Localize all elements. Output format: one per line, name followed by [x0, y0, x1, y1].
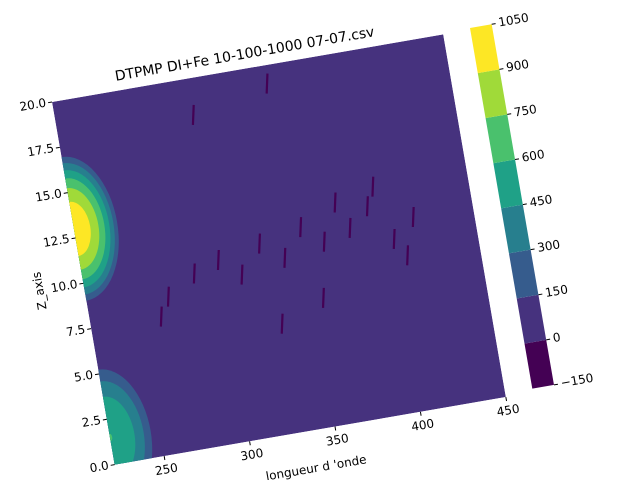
- colorbar-band: [501, 204, 531, 254]
- x-tick-label: 400: [410, 416, 435, 434]
- y-tick: [87, 328, 92, 330]
- y-tick: [102, 418, 107, 421]
- low-streak: [348, 217, 352, 238]
- colorbar-tick-label: 1050: [497, 10, 529, 29]
- x-tick-label: 250: [154, 461, 179, 479]
- colorbar-band: [524, 339, 554, 389]
- low-streak: [321, 287, 325, 308]
- colorbar-tick: [507, 113, 512, 115]
- x-tick-label: 350: [325, 431, 350, 449]
- colorbar-tick-label: 450: [528, 192, 553, 210]
- colorbar-tick-label: 300: [536, 237, 561, 255]
- colorbar-tick: [514, 158, 520, 160]
- x-tick: [163, 455, 166, 461]
- colorbar-tick: [546, 338, 551, 341]
- low-streak: [371, 176, 375, 197]
- y-tick: [110, 464, 115, 466]
- low-streak: [333, 192, 337, 213]
- plot-area: [52, 34, 506, 465]
- low-streak: [192, 263, 196, 284]
- low-streak: [240, 264, 244, 285]
- low-streak: [322, 231, 326, 252]
- y-tick: [79, 282, 84, 285]
- x-tick-label: 300: [239, 446, 264, 464]
- colorbar-tick: [491, 23, 496, 25]
- x-axis-label: longueur d 'onde: [265, 452, 368, 480]
- y-tick-label: 12.5: [42, 232, 71, 250]
- colorbar-band: [516, 294, 547, 344]
- low-streak: [406, 245, 410, 266]
- low-streak: [283, 247, 287, 268]
- colorbar-tick: [530, 248, 535, 251]
- colorbar-tick: [522, 203, 527, 206]
- colorbar: −150 0 150 300 450 600 750 900 1050: [470, 10, 595, 390]
- low-streak: [280, 313, 284, 334]
- y-tick-label: 2.5: [81, 413, 102, 430]
- colorbar-band: [493, 159, 523, 209]
- colorbar-tick-label: 150: [544, 282, 569, 300]
- x-tick: [419, 411, 422, 416]
- y-tick-label: 20.0: [18, 96, 47, 114]
- colorbar-band: [477, 69, 508, 119]
- low-streak: [392, 228, 396, 250]
- y-tick: [94, 373, 100, 376]
- colorbar-tick-label: 750: [513, 102, 538, 120]
- y-tick-label: 5.0: [73, 368, 94, 385]
- low-streak: [216, 249, 220, 271]
- colorbar-tick: [538, 293, 543, 296]
- y-tick: [71, 237, 76, 240]
- colorbar-tick: [499, 68, 504, 70]
- x-tick: [334, 426, 337, 431]
- low-streak: [191, 104, 195, 125]
- low-streak: [411, 206, 415, 228]
- background-field: [52, 34, 506, 465]
- y-tick: [63, 192, 68, 194]
- colorbar-band: [470, 24, 500, 74]
- low-streak: [265, 73, 269, 94]
- colorbar-tick-label: −150: [560, 371, 595, 390]
- x-tick: [249, 441, 251, 446]
- y-tick-label: 17.5: [26, 141, 55, 159]
- y-axis-label: Z_axis: [29, 271, 49, 311]
- y-tick-label: 7.5: [65, 322, 86, 339]
- low-streak: [299, 217, 303, 238]
- colorbar-tick: [553, 383, 559, 386]
- colorbar-tick-label: 900: [505, 57, 530, 75]
- y-tick-label: 10.0: [50, 277, 79, 295]
- x-tick: [505, 396, 508, 402]
- colorbar-tick-label: 0: [552, 330, 562, 345]
- low-streak: [365, 196, 369, 217]
- low-streak: [159, 306, 163, 327]
- y-tick-label: 15.0: [34, 186, 63, 204]
- low-streak: [258, 233, 262, 254]
- x-tick-label: 450: [496, 402, 521, 420]
- colorbar-band: [508, 249, 539, 299]
- colorbar-tick-label: 600: [521, 147, 546, 165]
- y-tick: [55, 146, 60, 149]
- y-tick-label: 0.0: [89, 458, 110, 475]
- y-tick: [47, 101, 53, 104]
- low-streak: [166, 286, 170, 307]
- colorbar-band: [485, 114, 516, 164]
- axes: DTPMP DI+Fe 10-100-1000 07-07.csv longue…: [18, 24, 521, 480]
